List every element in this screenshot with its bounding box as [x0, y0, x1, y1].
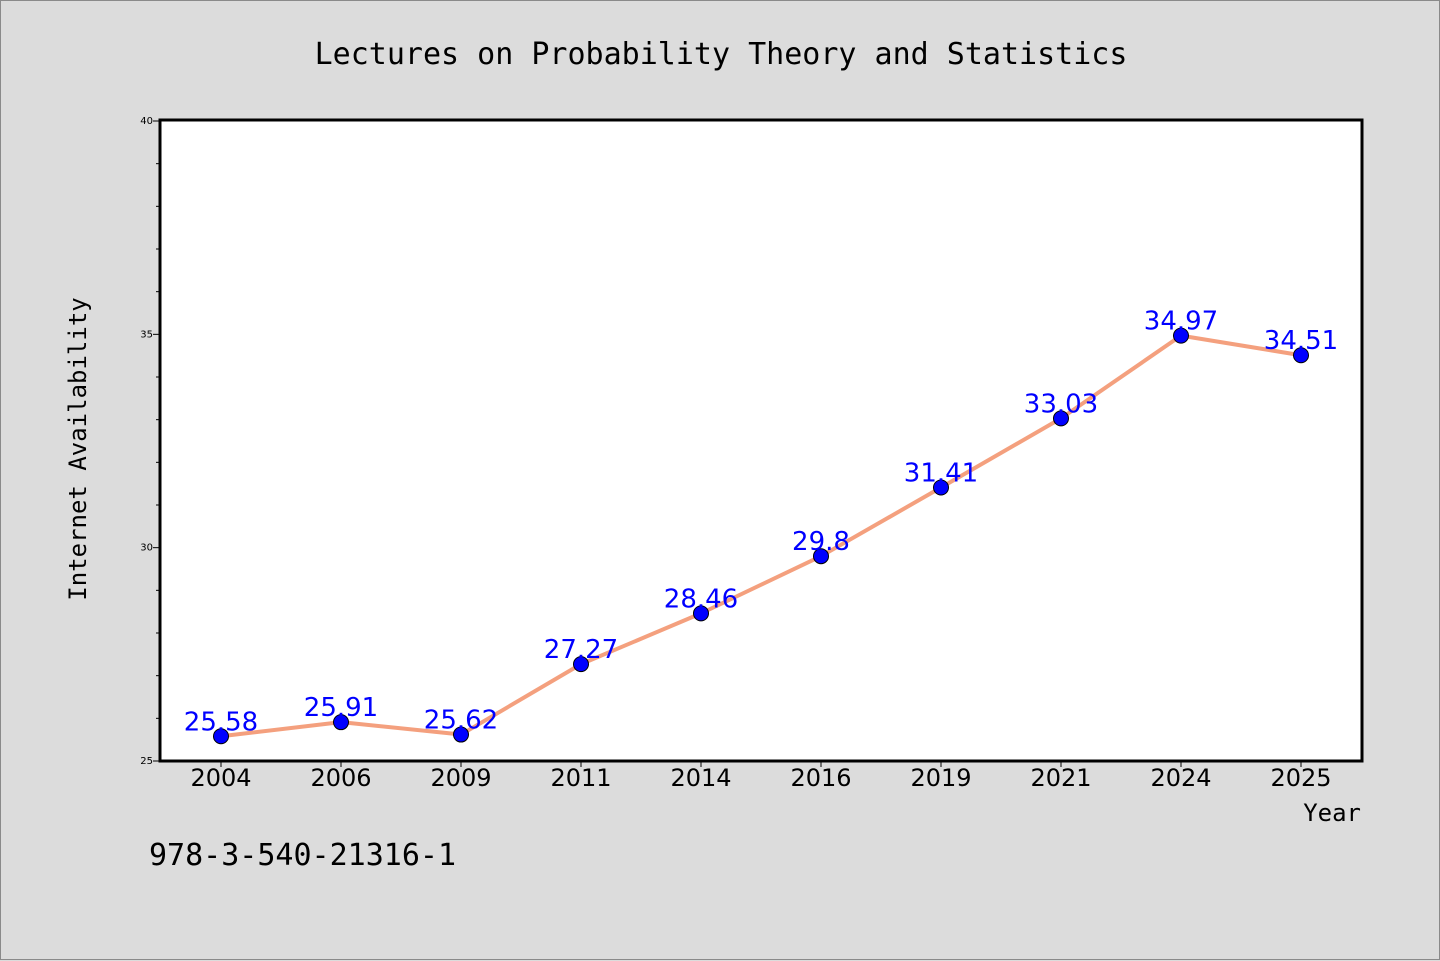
x-tick-label: 2016 — [790, 764, 851, 792]
data-label: 25.62 — [424, 706, 498, 736]
x-axis: 2004 2006 2009 2011 2014 2016 2019 2021 2024 2025 — [190, 761, 1332, 792]
data-labels: 25.58 25.91 25.62 27.27 28.46 29.8 31.41 33.03 3… — [184, 307, 1338, 738]
data-label: 31.41 — [904, 459, 978, 489]
x-tick-label: 2019 — [910, 764, 971, 792]
x-tick-label: 2021 — [1030, 764, 1091, 792]
data-point — [1293, 347, 1309, 364]
x-tick-label: 2009 — [430, 764, 491, 792]
data-label: 34.51 — [1264, 326, 1338, 356]
y-tick-label: 25 — [140, 756, 153, 767]
x-axis-title: Year — [1303, 799, 1361, 827]
x-tick-label: 2004 — [190, 764, 251, 792]
chart-title: Lectures on Probability Theory and Stati… — [315, 37, 1128, 72]
data-point — [1053, 410, 1069, 427]
data-label: 25.91 — [304, 693, 378, 723]
y-tick-label: 30 — [140, 543, 153, 554]
data-point — [213, 728, 229, 745]
x-tick-label: 2011 — [550, 764, 611, 792]
x-tick-label: 2024 — [1150, 764, 1211, 792]
plot-area — [158, 118, 1364, 763]
data-label: 28.46 — [664, 584, 738, 614]
data-label: 33.03 — [1024, 389, 1098, 419]
y-axis-title: Internet Availability — [64, 297, 92, 600]
data-label: 29.8 — [792, 527, 850, 557]
y-tick-label: 40 — [140, 116, 153, 127]
y-axis: 25 30 35 40 — [140, 116, 161, 767]
data-point — [453, 726, 469, 743]
isbn-footer: 978-3-540-21316-1 — [149, 838, 456, 873]
data-point — [813, 548, 829, 565]
data-label: 27.27 — [544, 635, 618, 665]
series-line — [219, 333, 1303, 739]
y-tick-label: 35 — [140, 329, 153, 340]
data-point — [573, 656, 589, 673]
x-tick-label: 2006 — [310, 764, 371, 792]
data-label: 34.97 — [1144, 307, 1218, 337]
x-tick-label: 2025 — [1270, 764, 1331, 792]
data-label: 25.58 — [184, 707, 258, 737]
series-layer — [213, 327, 1309, 745]
data-point — [693, 605, 709, 622]
data-point — [933, 479, 949, 496]
data-point — [1173, 327, 1189, 344]
data-point — [333, 714, 349, 731]
x-tick-label: 2014 — [670, 764, 731, 792]
